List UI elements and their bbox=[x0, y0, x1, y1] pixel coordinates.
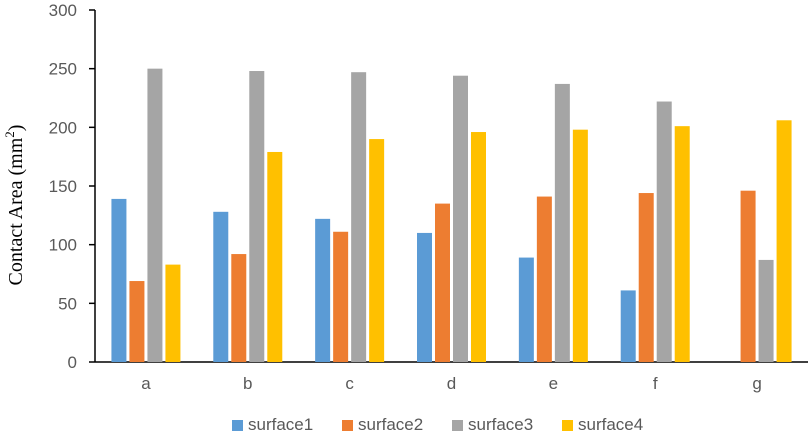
bar-surface2-d bbox=[435, 203, 450, 362]
legend-swatch-surface1 bbox=[232, 420, 243, 431]
bar-surface4-d bbox=[471, 132, 486, 362]
bar-surface1-d bbox=[417, 232, 432, 362]
x-category-label: e bbox=[549, 374, 558, 393]
y-tick-label: 0 bbox=[68, 353, 77, 372]
bar-surface4-g bbox=[776, 120, 792, 362]
bar-surface2-c bbox=[333, 231, 349, 362]
x-category-label: g bbox=[752, 374, 761, 393]
legend-swatch-surface3 bbox=[452, 420, 463, 431]
bar-surface4-f bbox=[674, 126, 690, 362]
bar-surface3-e bbox=[554, 83, 570, 363]
bar-surface4-b bbox=[267, 151, 283, 362]
y-axis-label: Contact Area (mm2) bbox=[2, 125, 27, 286]
y-axis-label-superscript: 2 bbox=[2, 131, 17, 138]
bar-surface2-a bbox=[129, 281, 145, 362]
legend-label-surface3: surface3 bbox=[468, 415, 533, 434]
bar-surface1-a bbox=[111, 198, 127, 362]
legend-swatch-surface2 bbox=[342, 420, 353, 431]
bar-surface1-f bbox=[620, 290, 636, 362]
x-category-label: f bbox=[653, 374, 658, 393]
bar-surface3-b bbox=[249, 71, 265, 362]
y-tick-label: 50 bbox=[58, 294, 77, 313]
y-axis-label-suffix: ) bbox=[5, 125, 27, 132]
bar-surface4-c bbox=[369, 139, 385, 362]
bar-surface1-c bbox=[315, 218, 331, 362]
bar-surface4-e bbox=[572, 129, 588, 362]
legend-label-surface2: surface2 bbox=[358, 415, 423, 434]
y-tick-label: 150 bbox=[49, 177, 77, 196]
y-tick-label: 200 bbox=[49, 118, 77, 137]
x-category-label: a bbox=[141, 374, 151, 393]
bar-surface2-g bbox=[740, 190, 756, 362]
x-category-label: b bbox=[243, 374, 252, 393]
bar-surface2-b bbox=[231, 254, 247, 362]
bar-surface3-d bbox=[453, 75, 468, 362]
legend-swatch-surface4 bbox=[562, 420, 573, 431]
legend-label-surface4: surface4 bbox=[578, 415, 643, 434]
bars bbox=[111, 68, 792, 363]
y-tick-label: 100 bbox=[49, 236, 77, 255]
x-category-label: c bbox=[345, 374, 354, 393]
bar-surface2-f bbox=[638, 193, 654, 362]
bar-surface3-f bbox=[656, 101, 672, 363]
x-category-label: d bbox=[447, 374, 456, 393]
bar-surface3-c bbox=[351, 72, 367, 362]
bar-surface1-b bbox=[213, 211, 229, 362]
y-tick-label: 250 bbox=[49, 60, 77, 79]
y-tick-label: 300 bbox=[49, 1, 77, 20]
bar-surface4-a bbox=[165, 264, 181, 362]
x-axis: a b c d e f g bbox=[95, 361, 808, 393]
bar-surface1-e bbox=[518, 257, 534, 362]
legend-label-surface1: surface1 bbox=[248, 415, 313, 434]
y-axis-label-text: Contact Area (mm bbox=[5, 137, 27, 285]
legend: surface1 surface2 surface3 surface4 bbox=[232, 415, 643, 434]
bar-surface3-a bbox=[147, 68, 163, 363]
bar-surface3-g bbox=[758, 259, 774, 362]
bar-surface2-e bbox=[536, 196, 552, 362]
y-axis: 0 50 100 150 200 250 300 bbox=[49, 1, 96, 372]
